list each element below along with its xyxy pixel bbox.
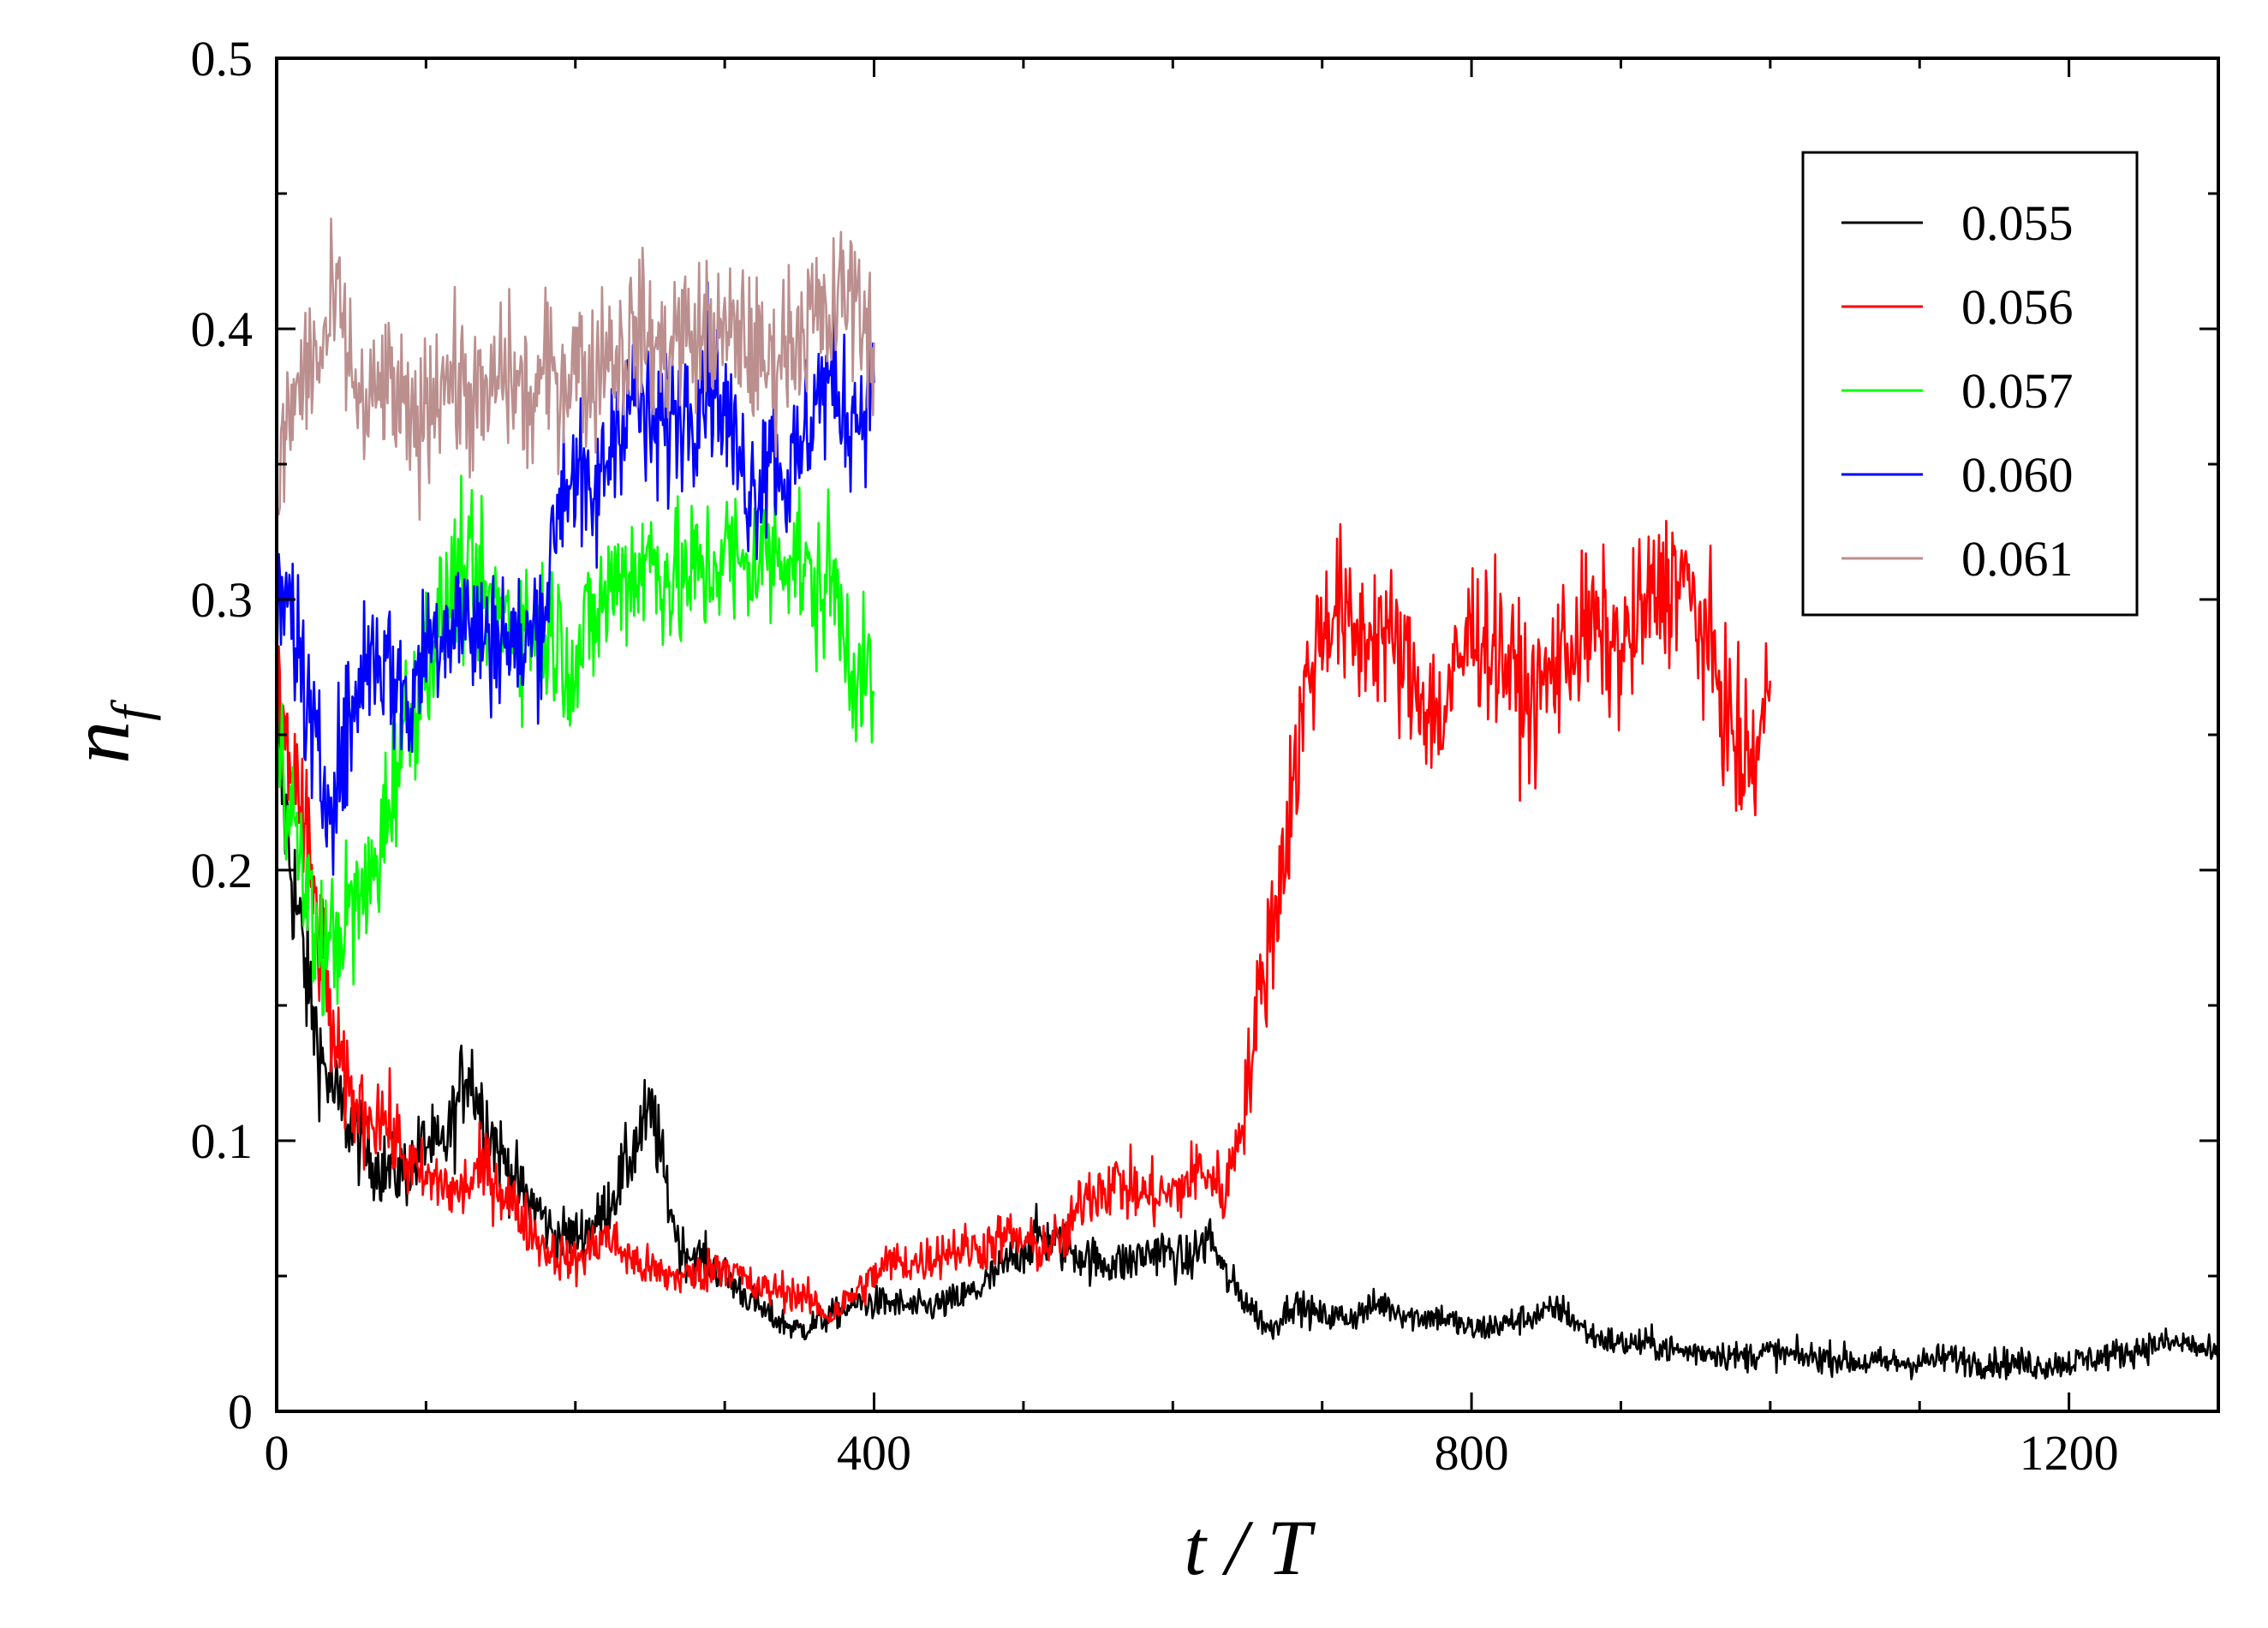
legend-label: 0.057	[1961, 363, 2074, 419]
y-tick-label: 0.5	[191, 31, 254, 86]
y-tick-label: 0.3	[191, 572, 254, 628]
y-tick-label: 0.1	[191, 1113, 254, 1169]
label-layer: 0 400 800 1200 0 0.1 0.2 0.3 0.4 0.5	[191, 31, 2119, 1481]
legend: 0.055 0.056 0.057 0.060 0.061	[1801, 151, 2139, 617]
y-axis-title-base: n	[52, 721, 147, 764]
tick-layer	[275, 57, 2220, 1413]
x-tick-label: 400	[837, 1425, 911, 1481]
series-line-1	[275, 520, 1772, 1324]
x-tick-label: 1200	[2020, 1425, 2119, 1481]
legend-label: 0.055	[1961, 195, 2074, 251]
series-line-2	[275, 474, 875, 1017]
series-line-4	[275, 218, 875, 522]
legend-label: 0.061	[1961, 531, 2074, 587]
y-tick-label: 0.2	[191, 843, 254, 898]
y-axis-title-subscript: f	[100, 699, 161, 721]
x-tick-label: 800	[1435, 1425, 1509, 1481]
series-layer	[275, 218, 2219, 1381]
y-tick-label: 0	[228, 1384, 253, 1440]
x-axis-title: t / T	[1184, 1504, 1316, 1591]
series-line-3	[275, 281, 875, 876]
series-line-0	[275, 696, 2219, 1381]
x-tick-label: 0	[265, 1425, 289, 1481]
legend-label: 0.056	[1961, 279, 2074, 335]
legend-box	[1801, 151, 2139, 617]
y-tick-label: 0.4	[191, 301, 254, 357]
y-axis-title: nf	[52, 699, 161, 764]
legend-label: 0.060	[1961, 447, 2074, 503]
